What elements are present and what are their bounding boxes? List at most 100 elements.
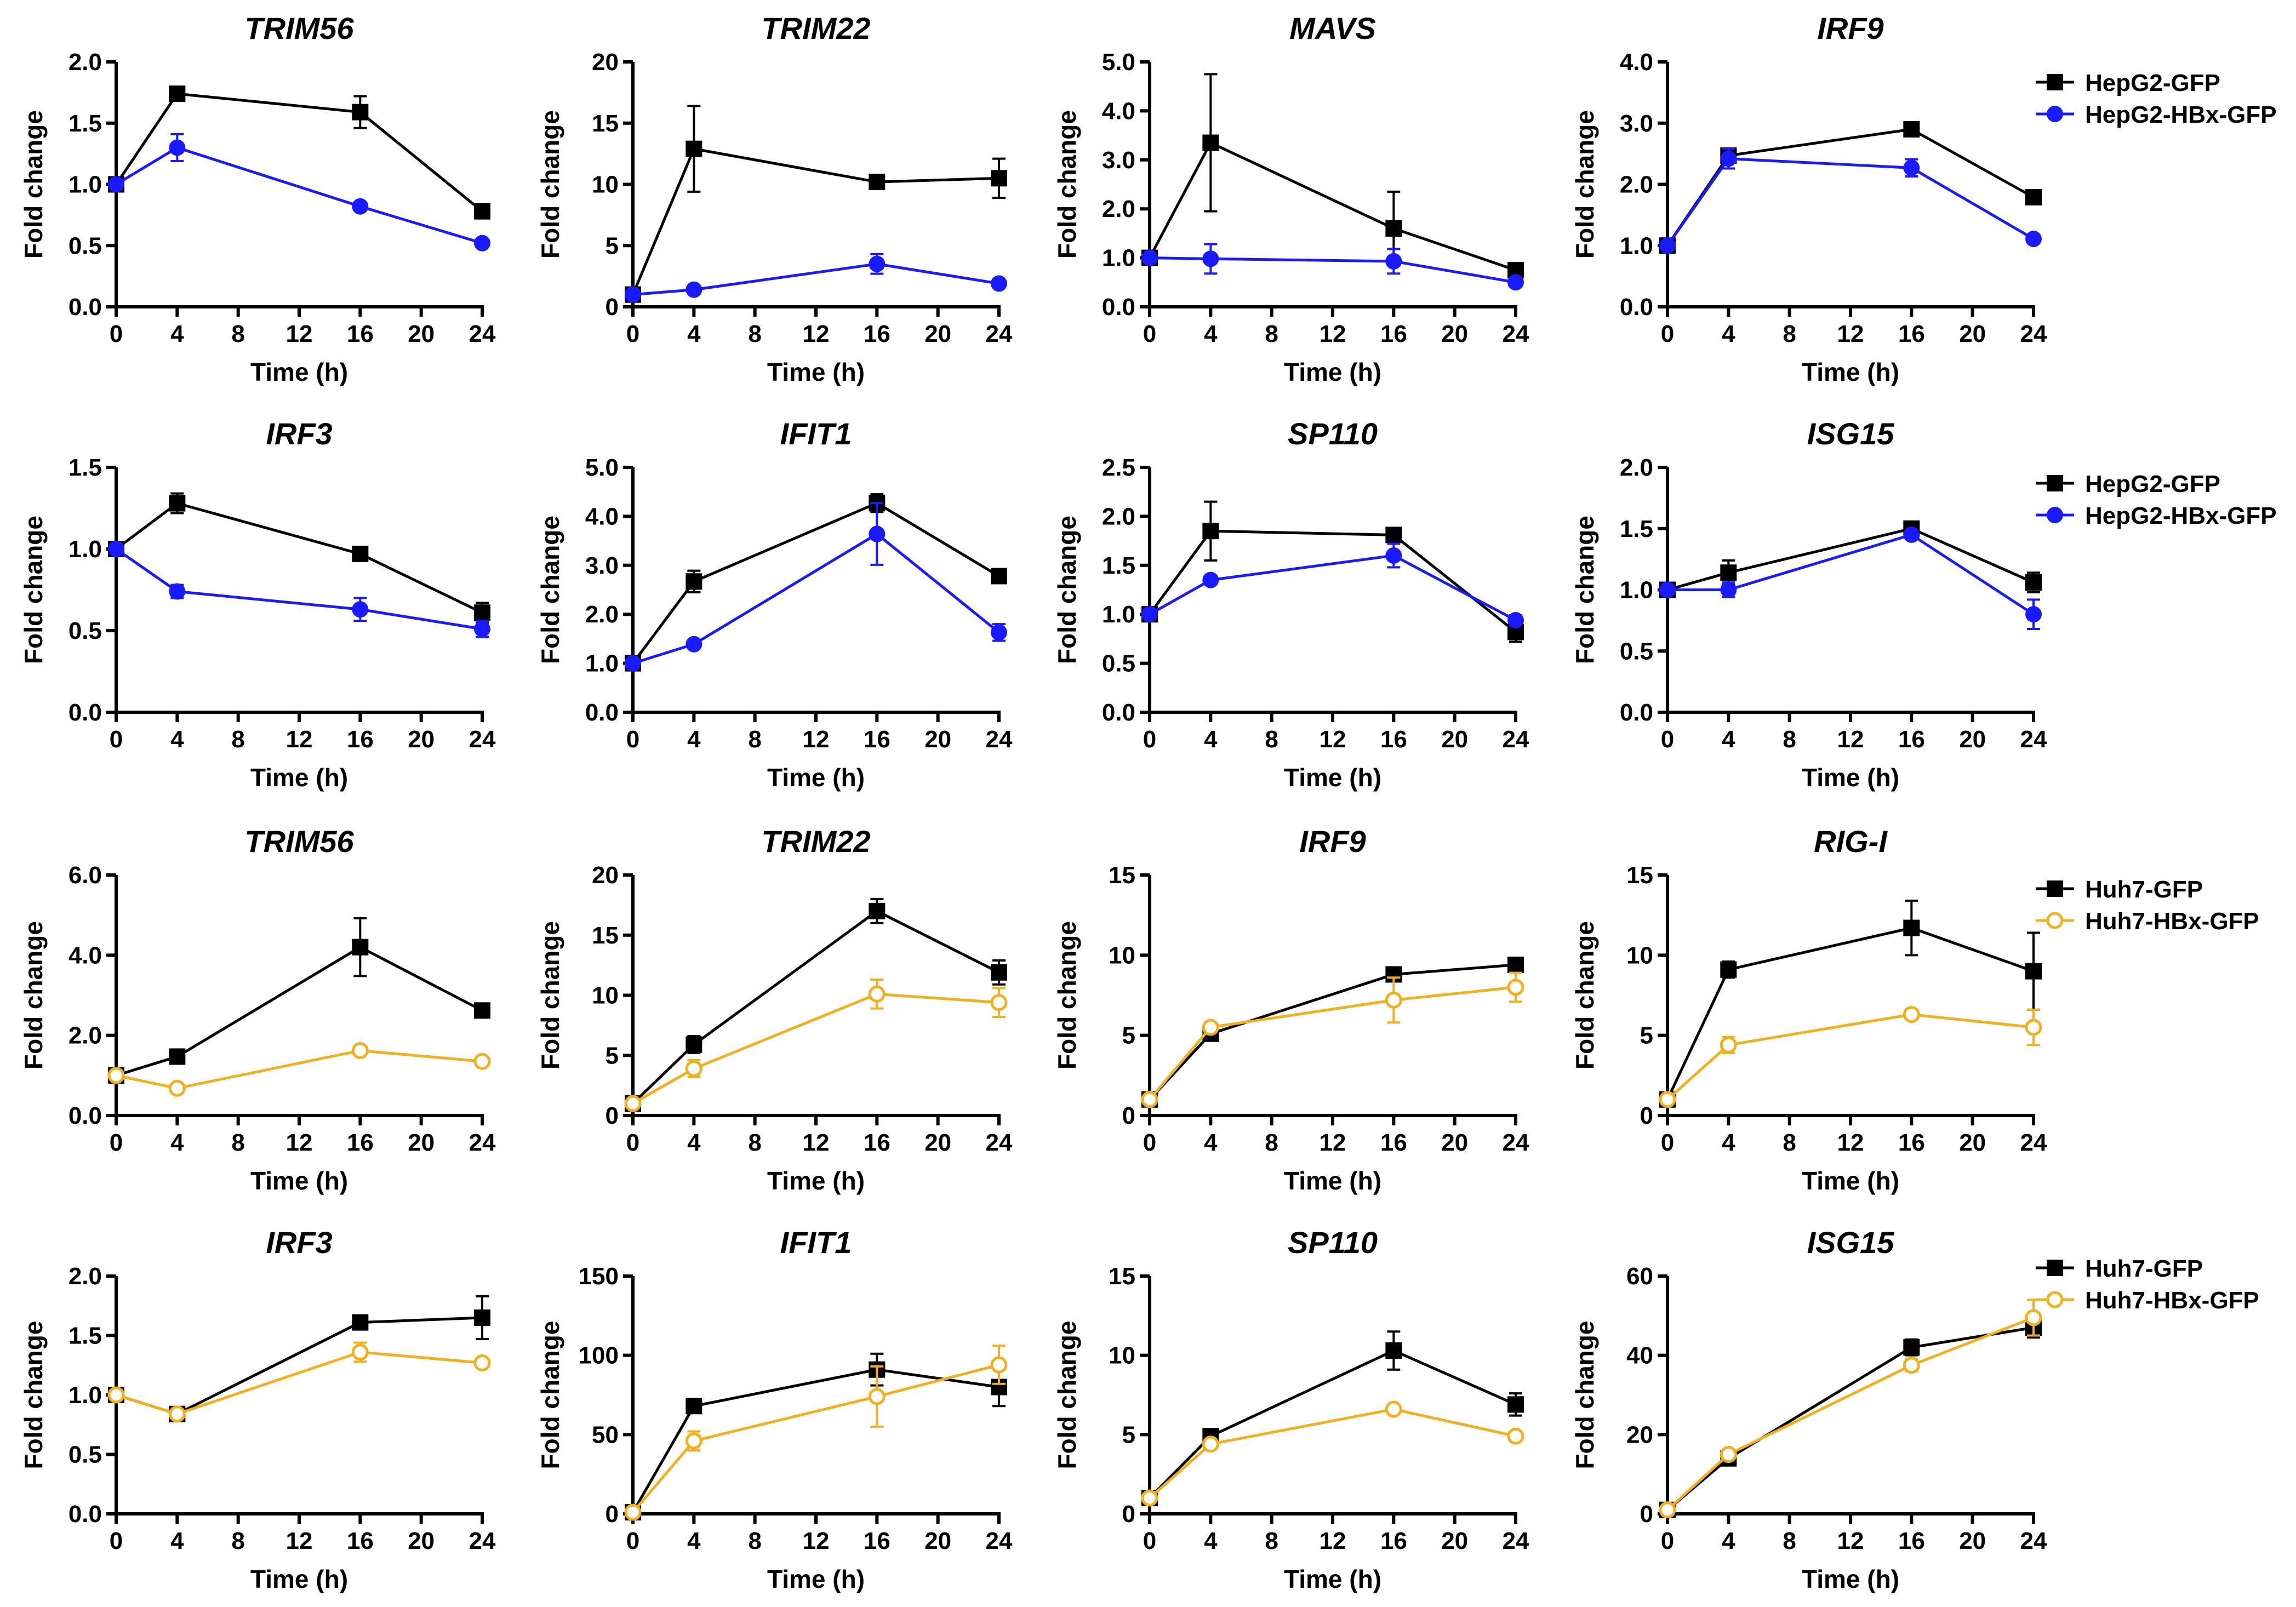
y-tick-label: 10: [1626, 942, 1653, 969]
y-tick-label: 15: [592, 110, 619, 137]
data-point: [1720, 564, 1737, 581]
data-point: [1720, 1446, 1737, 1463]
y-tick-label: 0: [1640, 1102, 1653, 1129]
series-line: [116, 1351, 483, 1416]
y-tick-label: 0: [1640, 1501, 1653, 1528]
series-hepg2-hbx-gfp: [625, 253, 1007, 303]
x-tick-label: 0: [110, 1129, 123, 1156]
x-tick-label: 16: [1380, 726, 1407, 753]
x-tick-label: 20: [924, 321, 951, 347]
data-point: [1903, 1357, 1920, 1374]
panel-15-sp110: SP110 0 5 10 15 0 4 8 12 16 20 24 Time (h) Fold chang…: [1053, 1225, 1529, 1593]
data-point: [168, 1079, 186, 1097]
x-tick-label: 4: [687, 1129, 701, 1156]
data-point: [991, 964, 1007, 981]
x-tick-label: 4: [1204, 1528, 1218, 1554]
y-axis-label: Fold change: [536, 516, 564, 664]
data-point: [686, 1036, 702, 1053]
x-tick-label: 20: [924, 1129, 951, 1156]
y-tick-label: 1.0: [585, 650, 619, 677]
data-point: [1385, 527, 1402, 544]
panel-title: IFIT1: [780, 1225, 852, 1260]
data-point: [1385, 991, 1402, 1009]
data-point: [1903, 526, 1920, 543]
x-tick-label: 12: [803, 726, 830, 753]
data-point: [1659, 581, 1676, 598]
y-tick-label: 1.0: [68, 1382, 102, 1409]
x-tick-label: 12: [286, 1528, 313, 1554]
data-point: [1659, 1501, 1676, 1519]
y-tick-label: 10: [592, 982, 619, 1009]
y-tick-label: 0: [1122, 1501, 1135, 1528]
panel-title: IRF9: [1817, 11, 1883, 45]
y-tick-label: 0.0: [68, 1501, 102, 1528]
data-point: [991, 568, 1007, 585]
panel-3-mavs: MAVS 0.0 1.0 2.0 3.0 4.0 5.0 0 4 8 12 16 20 24 Time (h…: [1053, 11, 1529, 386]
series-hepg2-hbx-gfp: [625, 502, 1007, 672]
x-tick-label: 20: [408, 1129, 435, 1156]
panel-title: IRF3: [266, 416, 332, 451]
x-tick-label: 16: [1380, 1129, 1407, 1156]
data-point: [1202, 250, 1219, 267]
y-tick-label: 4.0: [68, 942, 102, 969]
y-tick-label: 0.0: [68, 699, 102, 726]
data-point: [1385, 1400, 1402, 1418]
x-tick-label: 0: [1143, 1528, 1156, 1554]
data-point: [1720, 961, 1737, 978]
x-axis-label: Time (h): [767, 763, 865, 792]
y-axis-label: Fold change: [19, 921, 48, 1070]
x-tick-label: 0: [1661, 1129, 1674, 1156]
x-axis-label: Time (h): [1284, 763, 1381, 792]
legend-item: Huh7-GFP: [2036, 876, 2203, 903]
data-point: [107, 1067, 125, 1084]
data-point: [474, 621, 490, 638]
data-point: [473, 1053, 491, 1070]
x-tick-label: 24: [469, 1528, 496, 1554]
x-tick-label: 4: [1204, 1129, 1218, 1156]
x-tick-label: 4: [170, 1129, 184, 1156]
x-tick-label: 16: [1898, 1528, 1925, 1554]
series-huh7-gfp: [1659, 899, 2042, 1108]
panel-title: MAVS: [1289, 11, 1376, 45]
data-point: [868, 985, 886, 1003]
x-axis-label: Time (h): [767, 358, 865, 386]
panel-9-trim56: TRIM56 0.0 2.0 4.0 6.0 0 4 8 12 16 20 24 Time (h) Fol…: [19, 824, 496, 1195]
x-tick-label: 24: [986, 321, 1013, 347]
x-axis-label: Time (h): [1284, 358, 1381, 386]
series-line: [115, 92, 483, 213]
y-tick-label: 0.5: [68, 617, 102, 644]
panel-8-isg15: ISG15 0.0 0.5 1.0 1.5 2.0 0 4 8 12 16 20 24 Time (h) F…: [1570, 416, 2047, 792]
panel-title: SP110: [1288, 1225, 1378, 1260]
x-tick-label: 16: [864, 726, 890, 753]
panel-14-ifit1: IFIT1 0 50 100 150 0 4 8 12 16 20 24 Time (h) Fold ch…: [536, 1225, 1013, 1593]
x-tick-label: 4: [687, 321, 701, 347]
x-tick-label: 4: [1722, 726, 1735, 753]
data-point: [2025, 963, 2042, 980]
x-tick-label: 8: [748, 1129, 761, 1156]
x-tick-label: 24: [2020, 726, 2047, 753]
data-point: [2025, 1019, 2042, 1036]
x-tick-label: 20: [924, 726, 951, 753]
x-tick-label: 8: [1265, 1129, 1278, 1156]
y-tick-label: 50: [592, 1421, 619, 1448]
data-point: [2025, 574, 2042, 591]
x-tick-label: 12: [1837, 1528, 1864, 1554]
x-tick-label: 16: [1380, 321, 1407, 347]
y-tick-label: 0.0: [585, 699, 619, 726]
series-huh7-hbx-gfp: [1141, 1400, 1524, 1507]
legend-label: HepG2-HBx-GFP: [2085, 101, 2277, 128]
y-tick-label: 15: [592, 922, 619, 949]
y-tick-label: 0: [606, 294, 619, 321]
data-point: [352, 198, 369, 215]
x-tick-label: 8: [1783, 321, 1796, 347]
data-point: [352, 601, 369, 618]
x-axis-label: Time (h): [250, 1565, 348, 1593]
series-huh7-hbx-gfp: [624, 978, 1008, 1112]
y-axis-label: Fold change: [1570, 516, 1599, 664]
y-tick-label: 60: [1626, 1263, 1653, 1290]
y-tick-label: 1.5: [68, 454, 102, 481]
legend-marker: [2047, 507, 2063, 523]
series-line: [1148, 141, 1516, 272]
x-tick-label: 20: [924, 1528, 951, 1554]
